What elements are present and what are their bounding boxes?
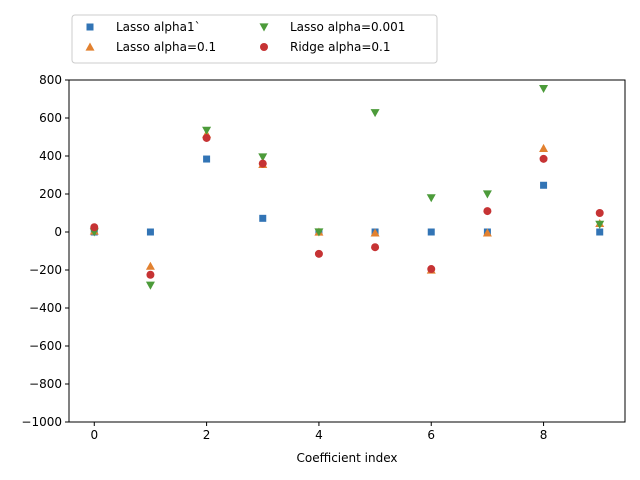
- data-point: [202, 126, 212, 135]
- plot-frame: [68, 79, 626, 423]
- data-point: [202, 133, 211, 142]
- data-point: [539, 143, 549, 152]
- data-point: [145, 281, 155, 290]
- data-point: [370, 228, 380, 237]
- y-tick-label: 800: [39, 73, 62, 87]
- legend-entry-label: Lasso alpha1`: [116, 20, 201, 34]
- data-point: [314, 228, 324, 237]
- data-point: [145, 261, 155, 270]
- legend-frame: [71, 14, 438, 64]
- data-point: [146, 228, 154, 236]
- data-point: [482, 190, 492, 199]
- legend-marker: [259, 23, 269, 32]
- data-point: [540, 181, 548, 189]
- data-point: [539, 154, 548, 163]
- x-tick-label: 8: [540, 428, 548, 442]
- x-tick-label: 6: [427, 428, 435, 442]
- data-point: [596, 228, 604, 236]
- x-axis-ticks: 0 2 4 6 8: [90, 422, 547, 442]
- data-point: [203, 155, 211, 163]
- data-point: [258, 159, 267, 168]
- data-point: [427, 265, 436, 274]
- y-tick-label: −1000: [21, 415, 62, 429]
- data-point: [146, 270, 155, 279]
- y-tick-label: −600: [29, 339, 62, 353]
- legend-entry-label: Lasso alpha=0.1: [116, 40, 216, 54]
- y-tick-label: 200: [39, 187, 62, 201]
- data-point: [482, 228, 492, 237]
- y-tick-label: −800: [29, 377, 62, 391]
- legend: Lasso alpha1` Lasso alpha=0.1 Lasso alpha=…: [71, 14, 438, 64]
- data-point: [259, 214, 267, 222]
- data-point: [595, 209, 604, 217]
- data-point: [426, 194, 436, 203]
- y-tick-label: −200: [29, 263, 62, 277]
- x-tick-label: 2: [203, 428, 211, 442]
- data-point: [427, 228, 435, 236]
- data-point: [314, 249, 323, 258]
- data-point: [371, 243, 380, 252]
- data-point: [539, 84, 549, 94]
- data-point: [483, 207, 492, 216]
- y-tick-label: 400: [39, 149, 62, 163]
- data-point: [370, 109, 380, 118]
- y-tick-label: 0: [54, 225, 62, 239]
- y-axis-ticks: −1000 −800 −600 −400 −200 0 200 400 600 800: [21, 73, 69, 429]
- x-axis-label: Coefficient index: [297, 451, 398, 465]
- legend-marker: [86, 23, 94, 31]
- data-point: [595, 220, 605, 229]
- data-point: [90, 223, 99, 232]
- legend-marker: [85, 42, 95, 51]
- y-tick-label: 600: [39, 111, 62, 125]
- x-tick-label: 4: [315, 428, 323, 442]
- legend-entry-label: Lasso alpha=0.001: [290, 20, 405, 34]
- y-tick-label: −400: [29, 301, 62, 315]
- data-point: [258, 153, 268, 162]
- legend-entry-label: Ridge alpha=0.1: [290, 40, 391, 54]
- legend-marker: [260, 43, 268, 51]
- data-points: [89, 84, 605, 290]
- x-tick-label: 0: [90, 428, 98, 442]
